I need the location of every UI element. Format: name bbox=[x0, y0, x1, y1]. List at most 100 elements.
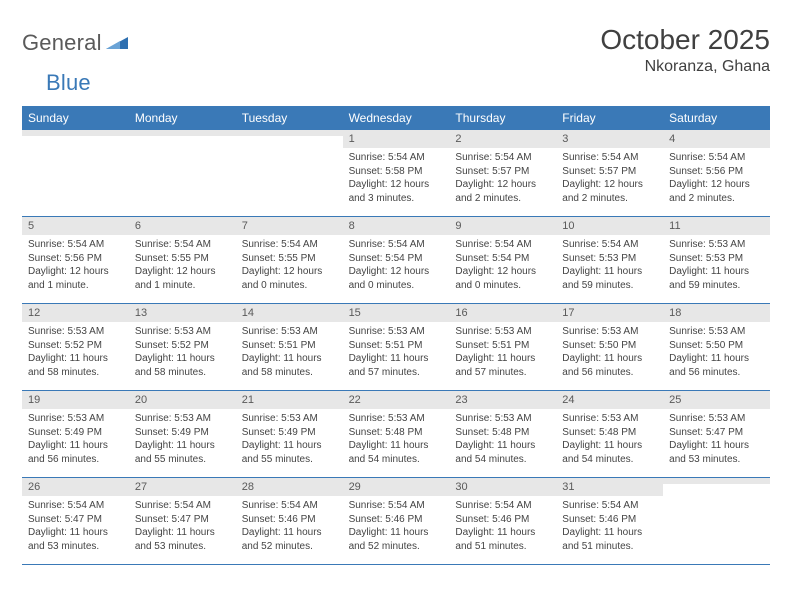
day-number: 2 bbox=[449, 130, 556, 148]
week-row: 1Sunrise: 5:54 AMSunset: 5:58 PMDaylight… bbox=[22, 130, 770, 217]
day-number: 5 bbox=[22, 217, 129, 235]
daylight-text: Daylight: 11 hours and 59 minutes. bbox=[562, 265, 657, 292]
day-details: Sunrise: 5:53 AMSunset: 5:50 PMDaylight:… bbox=[663, 322, 770, 383]
brand-text-part1: General bbox=[22, 30, 102, 56]
sunrise-text: Sunrise: 5:53 AM bbox=[242, 412, 337, 426]
daylight-text: Daylight: 11 hours and 58 minutes. bbox=[242, 352, 337, 379]
day-cell: 19Sunrise: 5:53 AMSunset: 5:49 PMDayligh… bbox=[22, 391, 129, 477]
day-details: Sunrise: 5:54 AMSunset: 5:46 PMDaylight:… bbox=[236, 496, 343, 557]
sunrise-text: Sunrise: 5:53 AM bbox=[28, 325, 123, 339]
brand-mark-icon bbox=[106, 32, 128, 55]
sunset-text: Sunset: 5:50 PM bbox=[562, 339, 657, 353]
day-cell: 23Sunrise: 5:53 AMSunset: 5:48 PMDayligh… bbox=[449, 391, 556, 477]
day-cell: 9Sunrise: 5:54 AMSunset: 5:54 PMDaylight… bbox=[449, 217, 556, 303]
daylight-text: Daylight: 11 hours and 55 minutes. bbox=[135, 439, 230, 466]
day-details: Sunrise: 5:54 AMSunset: 5:58 PMDaylight:… bbox=[343, 148, 450, 209]
day-details: Sunrise: 5:53 AMSunset: 5:47 PMDaylight:… bbox=[663, 409, 770, 470]
daylight-text: Daylight: 11 hours and 57 minutes. bbox=[349, 352, 444, 379]
day-number: 19 bbox=[22, 391, 129, 409]
day-cell: 31Sunrise: 5:54 AMSunset: 5:46 PMDayligh… bbox=[556, 478, 663, 564]
sunset-text: Sunset: 5:48 PM bbox=[455, 426, 550, 440]
day-cell: 29Sunrise: 5:54 AMSunset: 5:46 PMDayligh… bbox=[343, 478, 450, 564]
day-cell: 8Sunrise: 5:54 AMSunset: 5:54 PMDaylight… bbox=[343, 217, 450, 303]
day-details bbox=[236, 136, 343, 143]
day-cell: 13Sunrise: 5:53 AMSunset: 5:52 PMDayligh… bbox=[129, 304, 236, 390]
day-cell: 2Sunrise: 5:54 AMSunset: 5:57 PMDaylight… bbox=[449, 130, 556, 216]
sunset-text: Sunset: 5:46 PM bbox=[455, 513, 550, 527]
day-cell: 1Sunrise: 5:54 AMSunset: 5:58 PMDaylight… bbox=[343, 130, 450, 216]
sunset-text: Sunset: 5:47 PM bbox=[28, 513, 123, 527]
day-details: Sunrise: 5:54 AMSunset: 5:55 PMDaylight:… bbox=[129, 235, 236, 296]
day-cell: 11Sunrise: 5:53 AMSunset: 5:53 PMDayligh… bbox=[663, 217, 770, 303]
day-number: 28 bbox=[236, 478, 343, 496]
day-cell: 7Sunrise: 5:54 AMSunset: 5:55 PMDaylight… bbox=[236, 217, 343, 303]
day-number: 7 bbox=[236, 217, 343, 235]
day-details bbox=[22, 136, 129, 143]
weekday-label: Friday bbox=[556, 106, 663, 130]
daylight-text: Daylight: 11 hours and 52 minutes. bbox=[349, 526, 444, 553]
day-cell: 5Sunrise: 5:54 AMSunset: 5:56 PMDaylight… bbox=[22, 217, 129, 303]
daylight-text: Daylight: 11 hours and 54 minutes. bbox=[562, 439, 657, 466]
day-number: 26 bbox=[22, 478, 129, 496]
sunrise-text: Sunrise: 5:54 AM bbox=[242, 499, 337, 513]
sunrise-text: Sunrise: 5:53 AM bbox=[135, 325, 230, 339]
day-details: Sunrise: 5:53 AMSunset: 5:53 PMDaylight:… bbox=[663, 235, 770, 296]
daylight-text: Daylight: 11 hours and 57 minutes. bbox=[455, 352, 550, 379]
daylight-text: Daylight: 12 hours and 0 minutes. bbox=[349, 265, 444, 292]
weekday-label: Monday bbox=[129, 106, 236, 130]
day-details: Sunrise: 5:53 AMSunset: 5:52 PMDaylight:… bbox=[129, 322, 236, 383]
daylight-text: Daylight: 12 hours and 1 minute. bbox=[135, 265, 230, 292]
sunrise-text: Sunrise: 5:53 AM bbox=[349, 412, 444, 426]
day-details: Sunrise: 5:54 AMSunset: 5:54 PMDaylight:… bbox=[449, 235, 556, 296]
daylight-text: Daylight: 12 hours and 2 minutes. bbox=[562, 178, 657, 205]
sunset-text: Sunset: 5:57 PM bbox=[562, 165, 657, 179]
daylight-text: Daylight: 11 hours and 58 minutes. bbox=[28, 352, 123, 379]
sunset-text: Sunset: 5:53 PM bbox=[669, 252, 764, 266]
sunrise-text: Sunrise: 5:53 AM bbox=[669, 412, 764, 426]
sunrise-text: Sunrise: 5:53 AM bbox=[242, 325, 337, 339]
month-title: October 2025 bbox=[600, 24, 770, 56]
day-cell: 15Sunrise: 5:53 AMSunset: 5:51 PMDayligh… bbox=[343, 304, 450, 390]
day-number: 13 bbox=[129, 304, 236, 322]
daylight-text: Daylight: 11 hours and 53 minutes. bbox=[669, 439, 764, 466]
day-details: Sunrise: 5:54 AMSunset: 5:46 PMDaylight:… bbox=[449, 496, 556, 557]
sunrise-text: Sunrise: 5:54 AM bbox=[28, 499, 123, 513]
weekday-label: Sunday bbox=[22, 106, 129, 130]
day-details: Sunrise: 5:53 AMSunset: 5:49 PMDaylight:… bbox=[236, 409, 343, 470]
weekday-label: Wednesday bbox=[343, 106, 450, 130]
day-cell: 12Sunrise: 5:53 AMSunset: 5:52 PMDayligh… bbox=[22, 304, 129, 390]
sunset-text: Sunset: 5:51 PM bbox=[349, 339, 444, 353]
day-cell: 17Sunrise: 5:53 AMSunset: 5:50 PMDayligh… bbox=[556, 304, 663, 390]
sunset-text: Sunset: 5:54 PM bbox=[349, 252, 444, 266]
day-number: 15 bbox=[343, 304, 450, 322]
day-number: 18 bbox=[663, 304, 770, 322]
day-details: Sunrise: 5:54 AMSunset: 5:57 PMDaylight:… bbox=[556, 148, 663, 209]
day-cell: 16Sunrise: 5:53 AMSunset: 5:51 PMDayligh… bbox=[449, 304, 556, 390]
daylight-text: Daylight: 11 hours and 55 minutes. bbox=[242, 439, 337, 466]
daylight-text: Daylight: 11 hours and 53 minutes. bbox=[28, 526, 123, 553]
sunset-text: Sunset: 5:55 PM bbox=[242, 252, 337, 266]
day-cell: 22Sunrise: 5:53 AMSunset: 5:48 PMDayligh… bbox=[343, 391, 450, 477]
sunrise-text: Sunrise: 5:54 AM bbox=[562, 238, 657, 252]
day-number: 6 bbox=[129, 217, 236, 235]
day-details: Sunrise: 5:53 AMSunset: 5:50 PMDaylight:… bbox=[556, 322, 663, 383]
sunset-text: Sunset: 5:46 PM bbox=[349, 513, 444, 527]
sunrise-text: Sunrise: 5:54 AM bbox=[455, 238, 550, 252]
sunset-text: Sunset: 5:58 PM bbox=[349, 165, 444, 179]
day-cell: 6Sunrise: 5:54 AMSunset: 5:55 PMDaylight… bbox=[129, 217, 236, 303]
day-number: 25 bbox=[663, 391, 770, 409]
sunrise-text: Sunrise: 5:54 AM bbox=[455, 151, 550, 165]
day-cell: 10Sunrise: 5:54 AMSunset: 5:53 PMDayligh… bbox=[556, 217, 663, 303]
week-row: 26Sunrise: 5:54 AMSunset: 5:47 PMDayligh… bbox=[22, 478, 770, 565]
day-cell: 20Sunrise: 5:53 AMSunset: 5:49 PMDayligh… bbox=[129, 391, 236, 477]
day-details: Sunrise: 5:54 AMSunset: 5:56 PMDaylight:… bbox=[22, 235, 129, 296]
sunset-text: Sunset: 5:52 PM bbox=[135, 339, 230, 353]
sunrise-text: Sunrise: 5:53 AM bbox=[455, 412, 550, 426]
daylight-text: Daylight: 11 hours and 56 minutes. bbox=[669, 352, 764, 379]
sunrise-text: Sunrise: 5:53 AM bbox=[669, 238, 764, 252]
day-cell: 27Sunrise: 5:54 AMSunset: 5:47 PMDayligh… bbox=[129, 478, 236, 564]
day-number: 21 bbox=[236, 391, 343, 409]
day-cell: 14Sunrise: 5:53 AMSunset: 5:51 PMDayligh… bbox=[236, 304, 343, 390]
day-details: Sunrise: 5:53 AMSunset: 5:48 PMDaylight:… bbox=[343, 409, 450, 470]
daylight-text: Daylight: 11 hours and 52 minutes. bbox=[242, 526, 337, 553]
